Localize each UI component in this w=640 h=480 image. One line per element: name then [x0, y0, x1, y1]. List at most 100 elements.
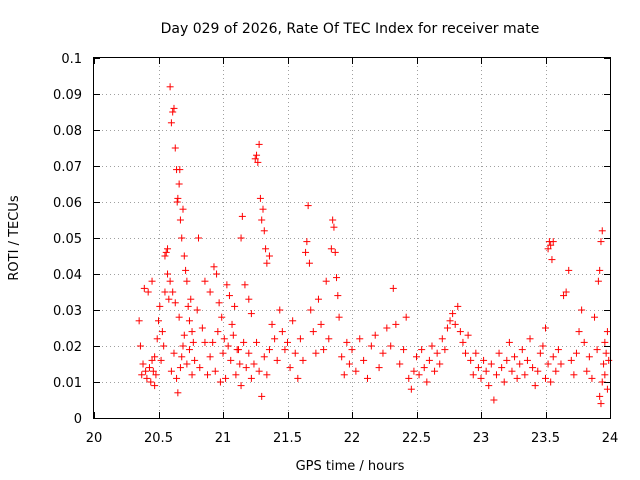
data-point — [454, 302, 462, 310]
data-point — [490, 396, 498, 404]
data-point — [169, 108, 177, 116]
data-point — [183, 360, 191, 368]
data-point — [482, 367, 490, 375]
data-point — [531, 382, 539, 390]
data-point — [446, 317, 454, 325]
data-point — [204, 371, 212, 379]
data-point — [281, 346, 289, 354]
data-point — [169, 288, 177, 296]
data-point — [206, 288, 214, 296]
data-point — [534, 367, 542, 375]
data-point — [433, 349, 441, 357]
data-point — [151, 353, 159, 361]
data-point — [588, 374, 596, 382]
data-point — [547, 378, 555, 386]
data-point — [201, 277, 209, 285]
data-point — [198, 324, 206, 332]
data-point — [188, 371, 196, 379]
data-point — [152, 371, 160, 379]
data-point — [153, 335, 161, 343]
data-point — [305, 259, 313, 267]
y-tick-label: 0.02 — [53, 340, 82, 355]
data-point — [218, 313, 226, 321]
data-point — [227, 356, 235, 364]
data-point — [469, 371, 477, 379]
data-point — [296, 335, 304, 343]
y-tick-label: 0.07 — [53, 160, 82, 175]
data-point — [161, 252, 169, 260]
data-point — [345, 360, 353, 368]
data-point — [309, 328, 317, 336]
data-point — [245, 295, 253, 303]
data-point — [467, 356, 475, 364]
plot-frame — [93, 57, 611, 419]
data-point — [158, 328, 166, 336]
data-point — [211, 367, 219, 375]
data-point — [148, 277, 156, 285]
data-point — [317, 320, 325, 328]
data-point — [222, 374, 230, 382]
data-point — [187, 295, 195, 303]
data-point — [495, 349, 503, 357]
grid — [94, 58, 610, 418]
data-point — [299, 356, 307, 364]
data-point — [544, 360, 552, 368]
data-point — [580, 338, 588, 346]
data-point — [472, 349, 480, 357]
chart-title: Day 029 of 2026, Rate Of TEC Index for r… — [161, 21, 540, 37]
x-tick-label: 24 — [602, 431, 619, 446]
data-point — [521, 371, 529, 379]
data-point — [191, 356, 199, 364]
data-point — [529, 364, 537, 372]
data-point — [258, 216, 266, 224]
data-point — [213, 270, 221, 278]
data-point — [508, 367, 516, 375]
data-point — [605, 356, 613, 364]
data-point — [263, 259, 271, 267]
data-point — [505, 338, 513, 346]
data-point — [289, 317, 297, 325]
data-point — [518, 346, 526, 354]
data-point — [396, 360, 404, 368]
data-point — [178, 234, 186, 242]
data-point — [143, 374, 151, 382]
data-point — [451, 320, 459, 328]
data-point — [214, 328, 222, 336]
data-point — [161, 288, 169, 296]
data-point — [594, 277, 602, 285]
data-point — [578, 306, 586, 314]
data-point — [242, 364, 250, 372]
data-point — [500, 378, 508, 386]
data-point — [138, 371, 146, 379]
data-point — [418, 346, 426, 354]
x-tick-label: 21 — [215, 431, 232, 446]
data-point — [356, 335, 364, 343]
data-point — [148, 356, 156, 364]
data-point — [156, 302, 164, 310]
data-point — [179, 205, 187, 213]
data-point — [547, 241, 555, 249]
data-point — [400, 346, 408, 354]
data-point — [145, 364, 153, 372]
data-point — [511, 353, 519, 361]
data-point — [583, 367, 591, 375]
data-point — [456, 328, 464, 336]
data-point — [151, 382, 159, 390]
data-point — [180, 252, 188, 260]
data-point — [307, 306, 315, 314]
data-point — [238, 212, 246, 220]
data-point — [565, 266, 573, 274]
axis-ticks: 20 20.5 21 21.5 22 22.5 23 23.5 24 0 0.01 0.02 0.03 0… — [53, 52, 618, 446]
data-point — [228, 320, 236, 328]
data-point — [271, 335, 279, 343]
data-point — [487, 360, 495, 368]
data-point — [185, 346, 193, 354]
data-point — [157, 356, 165, 364]
data-point — [410, 367, 418, 375]
data-point — [327, 245, 335, 253]
data-point — [260, 353, 268, 361]
data-point — [278, 328, 286, 336]
data-point — [171, 144, 179, 152]
data-point — [436, 360, 444, 368]
data-point — [178, 353, 186, 361]
